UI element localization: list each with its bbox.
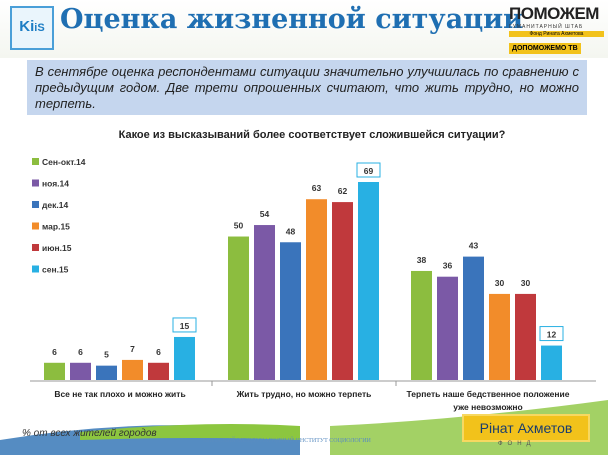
- brand-logo: ПОМОЖЕМ ГУМАНИТАРНЫЙ ШТАБ Фонд Рината Ах…: [509, 4, 604, 55]
- brand-line2: ГУМАНИТАРНЫЙ ШТАБ: [509, 24, 584, 30]
- brand-line3: Фонд Рината Ахметова: [509, 31, 604, 37]
- bar: [280, 242, 301, 380]
- legend-swatch: [32, 244, 39, 251]
- data-label: 5: [104, 350, 109, 360]
- data-label: 48: [286, 226, 296, 236]
- data-label-box: [356, 162, 381, 178]
- legend-swatch: [32, 265, 39, 273]
- bars: 6 50 38 6 54 36 5 48 43 7 63 30 6 62 30 15 69 12: [44, 162, 564, 380]
- bar: [306, 199, 327, 380]
- kiis-logo: KiiS: [10, 6, 54, 50]
- fund-logo: Рінат Ахметов: [462, 414, 590, 442]
- category-labels: Все не так плохо и можно жить Жить трудно…: [54, 381, 570, 412]
- legend: Сен-окт.14 ноя.14 дек.14 мар.15 июн.15 сен.15: [32, 157, 86, 275]
- bar: [148, 362, 169, 380]
- bar: [463, 256, 484, 380]
- unit-note: % от всех жителей городов: [22, 428, 157, 439]
- data-label: 69: [364, 166, 374, 176]
- category-label: Жить трудно, но можно терпеть: [236, 389, 372, 399]
- bar: [515, 293, 536, 380]
- data-label: 12: [547, 330, 557, 340]
- data-label-box: [172, 317, 197, 333]
- legend-label: Сен-окт.14: [42, 157, 86, 167]
- header: [0, 0, 608, 58]
- legend-swatch: [32, 201, 39, 208]
- fund-sub: ФОНД: [498, 441, 536, 447]
- footer-gap: [300, 420, 330, 455]
- data-label: 6: [156, 347, 161, 357]
- data-label: 54: [260, 209, 270, 219]
- data-label: 63: [312, 183, 322, 193]
- data-label: 15: [180, 321, 190, 331]
- data-label: 6: [78, 347, 83, 357]
- bar: [489, 293, 510, 380]
- data-label: 43: [469, 241, 479, 251]
- data-label: 30: [495, 278, 505, 288]
- chart-title: Какое из высказываний более соответствуе…: [119, 129, 506, 141]
- data-label: 50: [234, 221, 244, 231]
- data-label-box: [539, 326, 564, 342]
- legend-swatch: [32, 222, 39, 230]
- data-label: 62: [338, 186, 348, 196]
- brand-line4: ДОПОМОЖЕМО ТВ: [509, 43, 581, 54]
- bar: [228, 236, 249, 380]
- bar: [44, 362, 65, 380]
- legend-label: ноя.14: [42, 179, 69, 189]
- page-title: Оценка жизненной ситуации: [60, 4, 524, 35]
- bar: [254, 225, 275, 380]
- legend-label: июн.15: [42, 243, 72, 253]
- bar: [96, 365, 117, 380]
- legend-label: мар.15: [42, 222, 70, 232]
- category-label: Терпеть наше бедственное положение уже не…: [407, 389, 570, 412]
- legend-label: сен.15: [42, 265, 69, 275]
- summary-note: В сентябре оценка респондентами ситуации…: [27, 60, 587, 115]
- institute-name: КИЕВСКИЙ МЕЖДУНАРОДНЫЙ ИНСТИТУТ СОЦИОЛОГ…: [203, 438, 371, 444]
- bar: [122, 359, 143, 380]
- legend-swatch: [32, 179, 39, 187]
- brand-name: ПОМОЖЕМ: [509, 4, 599, 23]
- data-label: 36: [443, 261, 453, 271]
- data-label: 38: [417, 255, 427, 265]
- legend-swatch: [32, 158, 39, 165]
- bar: [411, 270, 432, 380]
- bar: [332, 202, 353, 380]
- bar: [437, 276, 458, 380]
- bar: [358, 182, 379, 380]
- bar: [541, 345, 562, 380]
- data-label: 7: [130, 344, 135, 354]
- category-label: Все не так плохо и можно жить: [54, 389, 185, 399]
- footer-wave-green: [80, 424, 300, 440]
- data-label: 30: [521, 278, 531, 288]
- bar: [70, 362, 91, 380]
- data-label: 6: [52, 347, 57, 357]
- legend-label: дек.14: [42, 200, 68, 210]
- bar: [174, 336, 195, 380]
